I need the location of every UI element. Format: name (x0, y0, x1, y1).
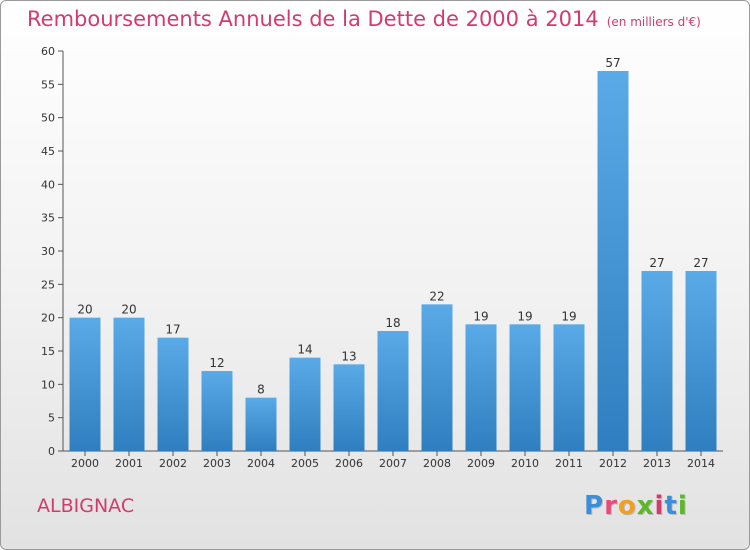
bar (157, 337, 189, 451)
x-tick-label: 2011 (555, 457, 583, 470)
x-tick-label: 2007 (379, 457, 407, 470)
brand-letter: i (654, 491, 665, 521)
x-tick-label: 2010 (511, 457, 539, 470)
bar (509, 324, 541, 451)
x-tick-label: 2002 (159, 457, 187, 470)
x-tick-label: 2001 (115, 457, 143, 470)
bar (201, 371, 233, 451)
commune-name: ALBIGNAC (37, 495, 135, 517)
chart-title-main: Remboursements Annuels de la Dette de 20… (27, 7, 599, 31)
bar-value-label: 13 (341, 349, 356, 363)
x-tick-label: 2012 (599, 457, 627, 470)
proxiti-logo: Proxiti (584, 491, 688, 521)
bar-value-label: 27 (693, 256, 708, 270)
bar-value-label: 19 (561, 309, 576, 323)
x-tick-label: 2009 (467, 457, 495, 470)
x-tick-label: 2004 (247, 457, 275, 470)
y-tick-label: 25 (41, 278, 55, 291)
y-tick-label: 15 (41, 345, 55, 358)
brand-letter: t (664, 491, 678, 521)
brand-letter: r (604, 491, 618, 521)
y-tick-label: 40 (41, 178, 55, 191)
bar-value-label: 22 (429, 289, 444, 303)
bar (113, 317, 145, 451)
y-tick-label: 55 (41, 78, 55, 91)
chart-title-unit: (en milliers d'€) (606, 15, 701, 29)
y-tick-label: 10 (41, 378, 55, 391)
bar (641, 271, 673, 451)
bar (289, 357, 321, 451)
x-tick-label: 2000 (71, 457, 99, 470)
brand-letter: x (636, 491, 655, 521)
bar (377, 331, 409, 451)
bar (553, 324, 585, 451)
bar (421, 304, 453, 451)
bar (245, 397, 277, 451)
x-tick-label: 2003 (203, 457, 231, 470)
bar (69, 317, 101, 451)
x-tick-label: 2013 (643, 457, 671, 470)
y-tick-label: 20 (41, 312, 55, 325)
bar (333, 364, 365, 451)
bar-value-label: 27 (649, 256, 664, 270)
y-tick-label: 5 (48, 412, 55, 425)
bar-value-label: 8 (257, 383, 265, 397)
y-tick-label: 35 (41, 212, 55, 225)
bar-value-label: 20 (121, 303, 136, 317)
x-tick-label: 2008 (423, 457, 451, 470)
y-tick-label: 0 (48, 445, 55, 458)
x-tick-label: 2006 (335, 457, 363, 470)
x-tick-label: 2014 (687, 457, 715, 470)
bar-value-label: 12 (209, 356, 224, 370)
bar-value-label: 57 (605, 56, 620, 70)
y-tick-label: 30 (41, 245, 55, 258)
brand-letter: i (677, 491, 688, 521)
bar (597, 71, 629, 451)
bar-value-label: 19 (517, 309, 532, 323)
y-tick-label: 60 (41, 45, 55, 58)
brand-letter: P (584, 491, 605, 521)
brand-letter: o (617, 491, 637, 521)
y-tick-label: 50 (41, 112, 55, 125)
bar-value-label: 19 (473, 309, 488, 323)
bar (685, 271, 717, 451)
chart-title: Remboursements Annuels de la Dette de 20… (27, 7, 701, 31)
bar-value-label: 14 (297, 343, 312, 357)
bar (465, 324, 497, 451)
y-tick-label: 45 (41, 145, 55, 158)
bar-value-label: 18 (385, 316, 400, 330)
x-tick-label: 2005 (291, 457, 319, 470)
bar-value-label: 17 (165, 323, 180, 337)
bar-value-label: 20 (77, 303, 92, 317)
